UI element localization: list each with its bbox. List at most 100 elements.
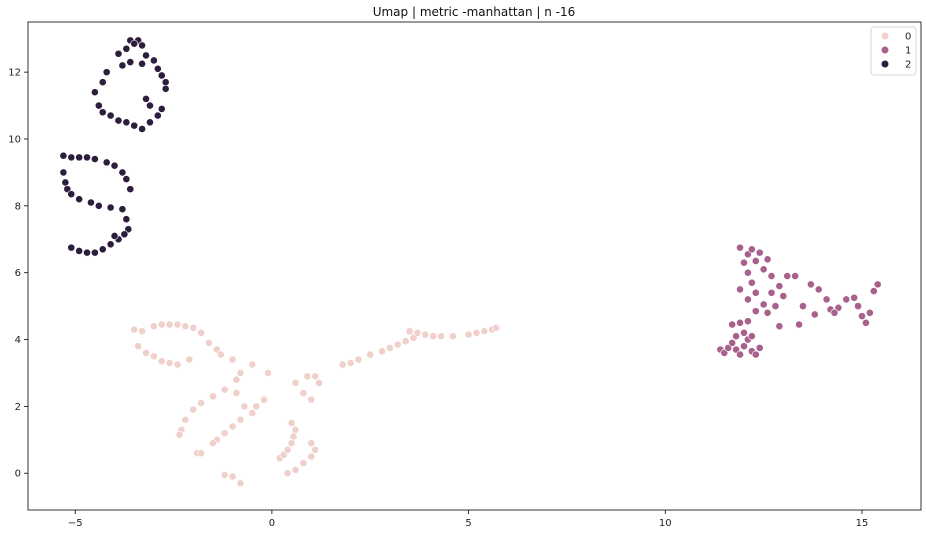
point-series-0 <box>149 352 158 361</box>
point-series-1 <box>810 310 819 319</box>
point-series-0 <box>157 357 166 366</box>
data-points <box>59 36 882 488</box>
point-series-2 <box>142 94 150 103</box>
point-series-2 <box>130 39 139 48</box>
point-series-2 <box>90 88 99 97</box>
point-series-0 <box>248 409 257 417</box>
point-series-0 <box>472 328 481 337</box>
point-series-2 <box>67 243 76 252</box>
point-series-1 <box>842 295 851 304</box>
point-series-0 <box>228 472 237 481</box>
point-series-0 <box>299 459 308 468</box>
point-series-0 <box>378 347 386 356</box>
legend-marker <box>880 59 890 69</box>
point-series-2 <box>118 168 127 177</box>
point-series-0 <box>130 325 139 334</box>
point-series-0 <box>283 469 292 478</box>
point-series-2 <box>120 230 129 239</box>
point-series-1 <box>814 285 823 294</box>
point-series-0 <box>173 320 182 329</box>
point-series-1 <box>865 308 874 317</box>
point-series-0 <box>236 369 245 377</box>
point-series-1 <box>830 308 839 317</box>
y-axis: 0 2 4 6 8 10 12 <box>8 68 28 480</box>
point-series-0 <box>240 402 249 411</box>
point-series-0 <box>165 320 174 329</box>
point-series-1 <box>732 332 741 341</box>
point-series-1 <box>755 248 764 257</box>
point-series-0 <box>480 327 489 336</box>
point-series-2 <box>94 101 103 110</box>
point-series-2 <box>61 178 70 187</box>
x-tick-label: 15 <box>856 518 869 529</box>
legend-label: 1 <box>905 46 911 57</box>
point-series-2 <box>106 203 115 212</box>
point-series-0 <box>448 332 457 341</box>
point-series-0 <box>142 349 150 357</box>
point-series-2 <box>114 49 123 58</box>
point-series-2 <box>126 58 135 67</box>
legend: 0 1 2 <box>870 26 917 76</box>
point-series-1 <box>771 302 780 311</box>
point-series-1 <box>740 342 748 351</box>
x-tick-label: 5 <box>465 518 471 529</box>
point-series-1 <box>751 307 760 316</box>
point-series-2 <box>118 61 127 70</box>
point-series-2 <box>126 185 135 194</box>
point-series-0 <box>291 379 300 387</box>
point-series-1 <box>747 278 756 287</box>
point-series-0 <box>289 432 298 441</box>
point-series-2 <box>122 118 131 127</box>
plot-area <box>27 21 922 511</box>
point-series-0 <box>287 439 296 448</box>
point-series-2 <box>130 121 139 130</box>
point-series-0 <box>232 389 241 397</box>
point-series-0 <box>181 322 190 331</box>
point-series-2 <box>102 158 111 167</box>
point-series-1 <box>751 288 760 297</box>
point-series-1 <box>763 308 772 317</box>
point-series-1 <box>783 272 792 280</box>
point-series-1 <box>858 312 866 321</box>
point-series-0 <box>260 395 268 404</box>
point-series-2 <box>90 248 99 257</box>
point-series-2 <box>87 198 95 207</box>
point-series-2 <box>138 41 146 50</box>
point-series-0 <box>311 445 320 454</box>
point-series-0 <box>165 359 174 367</box>
point-series-0 <box>354 355 363 364</box>
point-series-0 <box>338 360 347 369</box>
point-series-0 <box>283 445 292 454</box>
point-series-2 <box>90 155 99 163</box>
point-series-2 <box>98 245 107 254</box>
point-series-1 <box>775 282 784 290</box>
point-series-1 <box>763 255 772 264</box>
point-series-2 <box>110 161 119 170</box>
point-series-0 <box>134 342 143 351</box>
point-series-2 <box>102 68 111 77</box>
point-series-0 <box>236 415 245 424</box>
point-series-1 <box>759 265 768 274</box>
point-series-0 <box>299 389 308 397</box>
point-series-0 <box>366 350 375 359</box>
point-series-1 <box>767 272 776 280</box>
point-series-0 <box>429 332 438 341</box>
point-series-2 <box>142 51 150 60</box>
point-series-1 <box>854 302 862 311</box>
point-series-2 <box>83 153 91 162</box>
point-series-0 <box>291 425 300 434</box>
point-series-0 <box>287 419 296 427</box>
y-tick-label: 2 <box>15 402 21 413</box>
point-series-2 <box>106 111 115 120</box>
y-tick-label: 12 <box>8 68 21 79</box>
y-tick-label: 8 <box>15 201 21 212</box>
point-series-1 <box>736 285 744 294</box>
legend-label: 2 <box>905 60 911 71</box>
x-axis: −5 0 5 10 15 <box>68 510 869 529</box>
point-series-0 <box>189 323 198 332</box>
point-series-2 <box>67 153 76 162</box>
point-series-0 <box>405 327 414 336</box>
point-series-2 <box>67 190 76 199</box>
point-series-1 <box>728 320 737 329</box>
